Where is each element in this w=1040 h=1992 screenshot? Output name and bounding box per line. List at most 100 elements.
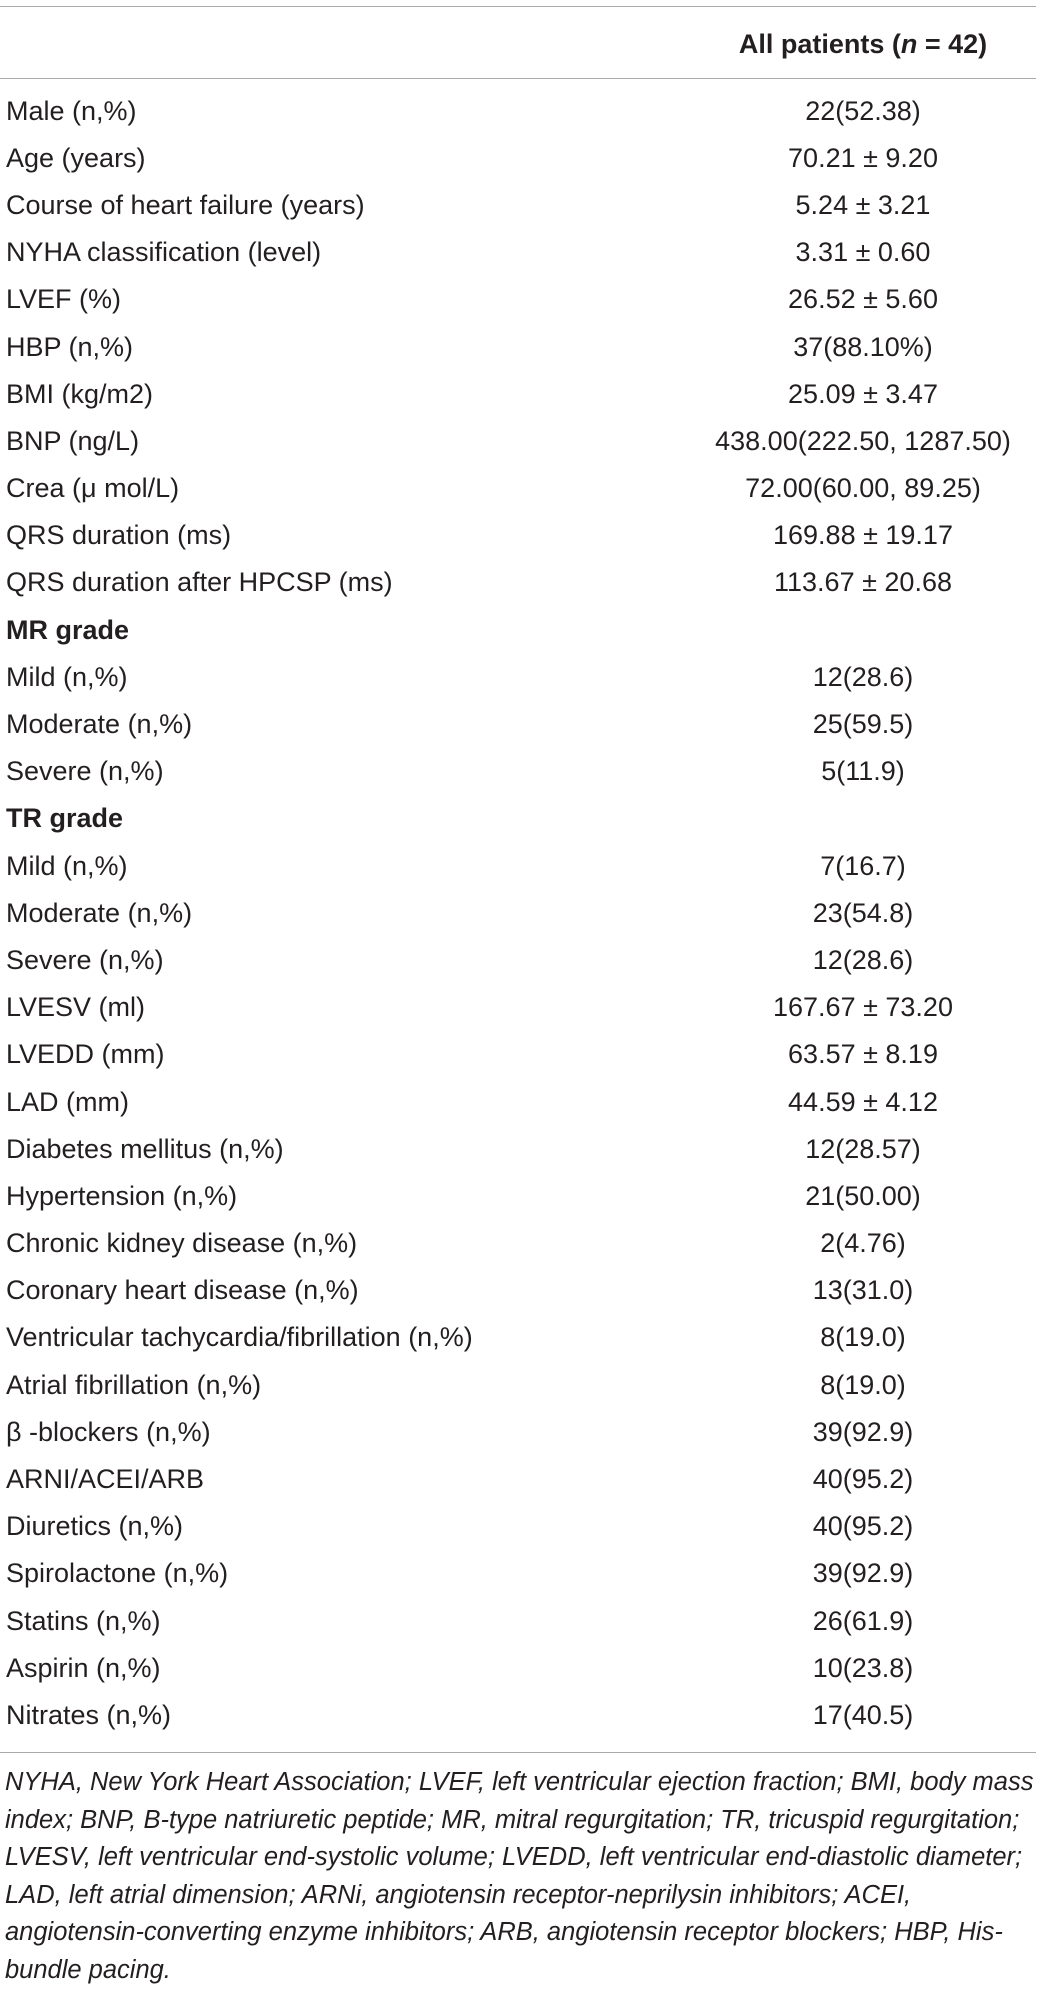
row-value: 26.52 ± 5.60 xyxy=(788,284,938,315)
row-value: 70.21 ± 9.20 xyxy=(788,142,938,173)
table-row: Mild (n,%) 7(16.7) xyxy=(0,842,1036,889)
row-label: Severe (n,%) xyxy=(6,756,164,787)
row-value: 17(40.5) xyxy=(812,1699,914,1730)
row-value: 7(16.7) xyxy=(820,850,906,881)
row-label: Statins (n,%) xyxy=(6,1605,161,1636)
row-label: BMI (kg/m2) xyxy=(6,378,154,409)
table-row: QRS duration (ms) 169.88 ± 19.17 xyxy=(0,512,1036,559)
table-row: Course of heart failure (years) 5.24 ± 3.… xyxy=(0,181,1036,228)
row-label: LVESV (ml) xyxy=(6,992,146,1023)
row-value: 8(19.0) xyxy=(820,1369,906,1400)
table-row: Mild (n,%) 12(28.6) xyxy=(0,653,1036,700)
row-value: 63.57 ± 8.19 xyxy=(788,1039,938,1070)
table-footnote: NYHA, New York Heart Association; LVEF, … xyxy=(5,1768,1034,1984)
row-label: Aspirin (n,%) xyxy=(6,1652,161,1683)
table-row: Moderate (n,%) 23(54.8) xyxy=(0,889,1036,936)
row-value: 26(61.9) xyxy=(812,1605,914,1636)
row-label: Age (years) xyxy=(6,142,146,173)
table-row: β -blockers (n,%) 39(92.9) xyxy=(0,1408,1036,1455)
table-row: Severe (n,%) 12(28.6) xyxy=(0,936,1036,983)
table-row: HBP (n,%) 37(88.10%) xyxy=(0,323,1036,370)
row-value: 2(4.76) xyxy=(820,1228,906,1259)
table-row: LAD (mm) 44.59 ± 4.12 xyxy=(0,1078,1036,1125)
row-label: β -blockers (n,%) xyxy=(6,1416,211,1447)
header-prefix: All patients ( xyxy=(738,29,901,59)
row-label: QRS duration (ms) xyxy=(6,520,232,551)
row-label: QRS duration after HPCSP (ms) xyxy=(6,567,393,598)
row-value: 12(28.6) xyxy=(812,661,914,692)
row-label: Crea (μ mol/L) xyxy=(6,473,180,504)
table-row: LVESV (ml) 167.67 ± 73.20 xyxy=(0,984,1036,1031)
row-value xyxy=(690,795,1036,842)
row-value: 21(50.00) xyxy=(805,1180,921,1211)
row-label: Diuretics (n,%) xyxy=(6,1511,184,1542)
row-value: 23(54.8) xyxy=(812,897,914,928)
table-row: ARNI/ACEI/ARB 40(95.2) xyxy=(0,1455,1036,1502)
table-row: Atrial fibrillation (n,%) 8(19.0) xyxy=(0,1361,1036,1408)
row-value: 5(11.9) xyxy=(821,756,905,787)
table-row: Aspirin (n,%) 10(23.8) xyxy=(0,1644,1036,1691)
row-label: LVEF (%) xyxy=(6,284,122,315)
row-label: Coronary heart disease (n,%) xyxy=(6,1275,359,1306)
table-row: Nitrates (n,%) 17(40.5) xyxy=(0,1691,1036,1738)
row-value: 12(28.6) xyxy=(812,944,914,975)
row-value: 13(31.0) xyxy=(812,1275,914,1306)
row-value: 22(52.38) xyxy=(805,95,921,126)
row-value: 37(88.10%) xyxy=(793,331,933,362)
table-row: Diabetes mellitus (n,%) 12(28.57) xyxy=(0,1125,1036,1172)
row-value: 5.24 ± 3.21 xyxy=(795,189,931,220)
row-label: BNP (ng/L) xyxy=(6,425,140,456)
row-label: Male (n,%) xyxy=(6,95,137,126)
column-header-all-patients: All patients (n = 42) xyxy=(690,28,1036,60)
row-label: Chronic kidney disease (n,%) xyxy=(6,1228,358,1259)
row-value: 39(92.9) xyxy=(812,1416,914,1447)
table-row: BNP (ng/L) 438.00(222.50, 1287.50) xyxy=(0,417,1036,464)
row-label: Diabetes mellitus (n,%) xyxy=(6,1133,284,1164)
row-label: NYHA classification (level) xyxy=(6,237,322,268)
row-label: Moderate (n,%) xyxy=(6,709,193,740)
row-value: 3.31 ± 0.60 xyxy=(795,237,931,268)
row-label: LVEDD (mm) xyxy=(6,1039,165,1070)
table-row: Spirolactone (n,%) 39(92.9) xyxy=(0,1550,1036,1597)
header-n: n xyxy=(900,29,918,59)
row-label: Ventricular tachycardia/fibrillation (n,… xyxy=(6,1322,473,1353)
table-row: LVEDD (mm) 63.57 ± 8.19 xyxy=(0,1031,1036,1078)
row-label: LAD (mm) xyxy=(6,1086,129,1117)
table-row: Hypertension (n,%) 21(50.00) xyxy=(0,1172,1036,1219)
row-value: 25.09 ± 3.47 xyxy=(788,378,938,409)
table-bottom-rule xyxy=(0,1752,1036,1753)
row-label: Hypertension (n,%) xyxy=(6,1180,238,1211)
table-row: Statins (n,%) 26(61.9) xyxy=(0,1597,1036,1644)
row-value: 8(19.0) xyxy=(820,1322,906,1353)
table-row: Ventricular tachycardia/fibrillation (n,… xyxy=(0,1314,1036,1361)
section-heading: TR grade xyxy=(6,803,124,834)
header-suffix: = 42) xyxy=(917,29,988,59)
row-label: Nitrates (n,%) xyxy=(6,1699,172,1730)
row-label: ARNI/ACEI/ARB xyxy=(6,1464,205,1495)
table-top-rule xyxy=(0,6,1036,7)
table-row: Age (years) 70.21 ± 9.20 xyxy=(0,134,1036,181)
row-value: 167.67 ± 73.20 xyxy=(773,992,953,1023)
table-row: LVEF (%) 26.52 ± 5.60 xyxy=(0,276,1036,323)
table-row: BMI (kg/m2) 25.09 ± 3.47 xyxy=(0,370,1036,417)
row-value: 12(28.57) xyxy=(805,1133,921,1164)
row-label: Course of heart failure (years) xyxy=(6,189,365,220)
row-value: 40(95.2) xyxy=(812,1464,914,1495)
table-row: Severe (n,%) 5(11.9) xyxy=(0,748,1036,795)
table-body: Male (n,%) 22(52.38) Age (years) 70.21 ± 9.… xyxy=(0,87,1036,1739)
table-row: Male (n,%) 22(52.38) xyxy=(0,87,1036,134)
row-value: 72.00(60.00, 89.25) xyxy=(745,473,981,504)
row-value: 40(95.2) xyxy=(812,1511,914,1542)
row-label: Mild (n,%) xyxy=(6,850,128,881)
table-section-row: MR grade xyxy=(0,606,1036,653)
table-row: Coronary heart disease (n,%) 13(31.0) xyxy=(0,1267,1036,1314)
table-row: Chronic kidney disease (n,%) 2(4.76) xyxy=(0,1220,1036,1267)
row-value: 39(92.9) xyxy=(812,1558,914,1589)
row-label: Mild (n,%) xyxy=(6,661,128,692)
row-value: 113.67 ± 20.68 xyxy=(774,567,952,598)
row-value xyxy=(690,606,1036,653)
section-heading: MR grade xyxy=(6,614,130,645)
characteristics-table: Male (n,%) 22(52.38) Age (years) 70.21 ± 9.… xyxy=(0,87,1036,1739)
table-row: Moderate (n,%) 25(59.5) xyxy=(0,700,1036,747)
table-header-rule xyxy=(0,78,1036,79)
